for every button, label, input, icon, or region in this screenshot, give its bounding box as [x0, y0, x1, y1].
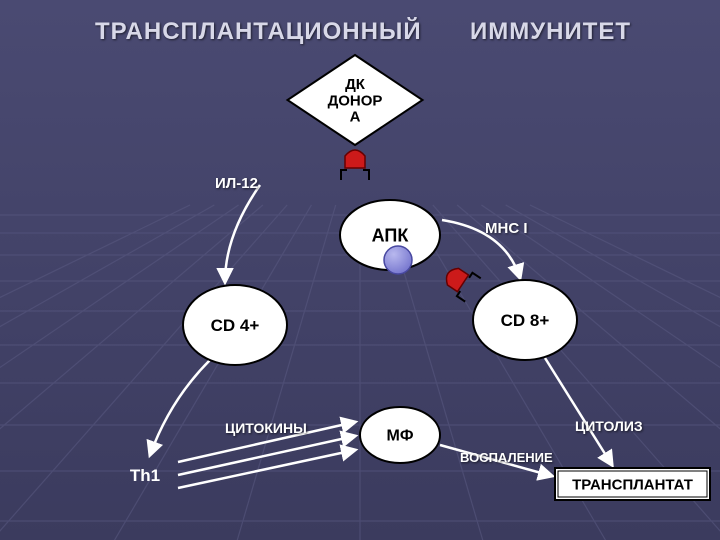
- cytokines: ЦИТОКИНЫ: [225, 420, 307, 436]
- node-cd8: CD 8+: [473, 280, 577, 360]
- title-left: ТРАНСПЛАНТАЦИОННЫЙ: [95, 18, 422, 46]
- node-transplant: ТРАНСПЛАНТАТ: [555, 468, 710, 500]
- node-mf: МФ: [360, 407, 440, 463]
- diagram-stage: ДКДОНОРААПКCD 4+CD 8+Th1МФТРАНСПЛАНТАТ Т…: [0, 0, 720, 540]
- svg-text:CD 4+: CD 4+: [211, 316, 260, 335]
- node-blue_ball: [384, 246, 412, 274]
- svg-text:МФ: МФ: [387, 428, 414, 445]
- title-right: ИММУНИТЕТ: [470, 18, 631, 46]
- svg-text:ТРАНСПЛАНТАТ: ТРАНСПЛАНТАТ: [572, 476, 693, 493]
- inflammation: ВОСПАЛЕНИЕ: [460, 450, 553, 465]
- mhc1: МНС I: [485, 220, 528, 237]
- svg-text:CD 8+: CD 8+: [501, 311, 550, 330]
- svg-text:АПК: АПК: [372, 225, 410, 245]
- cytolysis: ЦИТОЛИЗ: [575, 418, 643, 434]
- node-cd4: CD 4+: [183, 285, 287, 365]
- il12: ИЛ-12: [215, 175, 258, 192]
- svg-text:Th1: Th1: [130, 466, 160, 485]
- diagram-svg: ДКДОНОРААПКCD 4+CD 8+Th1МФТРАНСПЛАНТАТ: [0, 0, 720, 540]
- node-th1: Th1: [130, 466, 160, 485]
